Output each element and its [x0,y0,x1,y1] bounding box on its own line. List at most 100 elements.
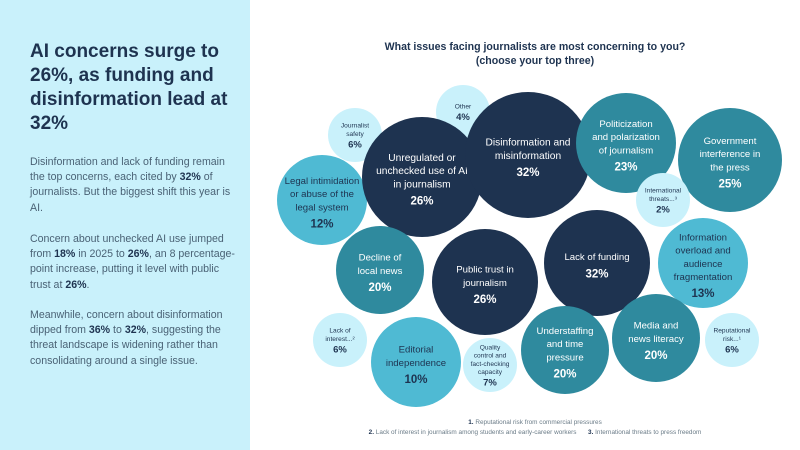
bubble-label: Unregulated or [388,153,456,164]
bubble-value: 6% [725,344,739,355]
bubble-circle [658,218,748,308]
bubble-label: capacity [478,369,503,376]
bubble-label: Understaffing [537,326,594,337]
bubble-label: overload and [675,246,730,257]
paragraph-text: . [86,278,90,291]
footnote-1-number: 1. [468,419,474,426]
bubble-label: local news [358,266,403,277]
bubble-circle [432,229,538,335]
bubble-label: legal system [295,202,348,213]
bubble-circle [371,317,461,407]
paragraph-text: Disinformation and lack of funding remai… [30,156,225,184]
bubble-label: threats...³ [649,196,678,203]
bubble-unregulated-or-unchecked-use-of-ai-in-journalism: Unregulated or unchecked use of AI in jour… [362,117,482,237]
highlight-stat: 36% [88,324,111,337]
bubble-value: 20% [553,369,576,381]
summary-paragraph-2: Concern about unchecked AI use jumped fr… [30,232,235,293]
bubble-disinformation-and-misinformation: Disinformation and misinformation 32% [465,92,591,218]
bubble-label: safety [346,131,364,138]
bubble-value: 10% [404,374,427,386]
bubble-circle [277,155,367,245]
bubble-value: 12% [310,219,333,231]
footnote-2-number: 2. [368,429,374,436]
footnote-2-text: Lack of interest in journalism among stu… [375,429,577,436]
bubble-label: Lack of funding [564,252,629,263]
bubble-label: audience [684,259,723,270]
bubble-circle [705,313,759,367]
bubble-label: and polarization [592,132,660,143]
highlight-stat: 32% [124,324,147,337]
bubble-legal-intimidation-or-abuse-of-the-legal-system: Legal intimidation or abuse of the legal s… [277,155,367,245]
paragraph-text: to [110,324,125,337]
bubble-government-interference-in-the-press: Government interference in the press 25% [678,108,782,212]
bubble-value: 32% [516,167,539,179]
bubble-circle [544,210,650,316]
highlight-stat: 18% [54,248,76,261]
bubble-value: 32% [585,268,608,280]
bubble-understaffing-and-time-pressure: Understaffing and time pressure 20% [521,306,609,394]
paragraph-text: Meanwhile, concern about disinformation … [30,309,223,337]
headline: AI concerns surge to 26%, as funding and… [30,41,228,134]
bubble-information-overload-and-audience-fragmentation: Information overload and audience fragmenta… [658,218,748,308]
bubble-label: Journalist [341,123,369,130]
highlight-stat: 32% [179,171,201,184]
summary-paragraph-3: Meanwhile, concern about disinformation … [30,308,235,369]
bubble-circle [636,173,690,227]
bubble-value: 13% [691,288,714,300]
bubble-circle [328,108,382,162]
bubble-circle [362,117,482,237]
footnotes: 1. Reputational risk from commercial pre… [300,418,770,438]
bubble-label: the press [710,162,750,173]
summary-panel: AI concerns surge to 26%, as funding and… [0,0,250,450]
bubble-value: 4% [456,112,470,123]
chart-title: What issues facing journalists are most … [384,41,686,53]
bubble-value: 20% [644,350,667,362]
bubble-circle [678,108,782,212]
bubble-value: 26% [473,294,496,306]
bubble-label: fragmentation [674,272,733,283]
summary-paragraph-1: Disinformation and lack of funding remai… [30,155,235,216]
bubble-label: misinformation [495,151,561,162]
bubble-label: control and [474,353,507,360]
highlight-stat: 26% [65,278,87,291]
footnote-1-text: Reputational risk from commercial pressu… [475,419,602,426]
bubble-circle [465,92,591,218]
bubble-label: Reputational [713,328,751,335]
bubble-label: Information [679,232,727,243]
paragraph-text: of journalists. But the biggest shift th… [30,171,231,214]
bubble-label: in journalism [393,179,450,190]
bubble-label: Quality [480,344,501,351]
bubble-label: journalism [462,278,507,289]
footnote-3-text: International threats to press freedom [595,429,702,436]
footnote-2: 2. Lack of interest in journalism among … [369,429,579,436]
bubble-circle [576,93,676,193]
bubble-lack-of-funding: Lack of funding 32% [544,210,650,316]
bubble-label: news literacy [628,334,684,345]
bubble-label: Government [704,136,757,147]
bubble-label: unchecked use of AI [376,166,468,177]
bubble-value: 25% [718,179,741,191]
footnote-3: 3. International threats to press freedo… [588,429,701,436]
paragraph-text: , suggesting the threat landscape is wid… [30,324,221,367]
footnote-1: 1. Reputational risk from commercial pre… [300,418,770,428]
paragraph-text: in 2025 to [75,248,128,261]
bubble-public-trust-in-journalism: Public trust in journalism 26% [432,229,538,335]
bubble-label: Legal intimidation [285,176,360,187]
bubble-label: independence [386,358,446,369]
bubble-value: 6% [348,139,362,150]
paragraph-text: Concern about unchecked AI use jumped fr… [30,233,224,261]
bubble-label: Editorial [399,345,434,356]
bubble-value: 26% [410,196,433,208]
bubble-label: Media and [634,321,679,332]
bubble-value: 2% [656,204,670,215]
bubble-value: 7% [483,378,497,389]
bubble-value: 20% [368,282,391,294]
bubble-editorial-independence: Editorial independence 10% [371,317,461,407]
bubble-label: Politicization [599,119,652,130]
bubble-label: fact-checking [471,361,510,368]
